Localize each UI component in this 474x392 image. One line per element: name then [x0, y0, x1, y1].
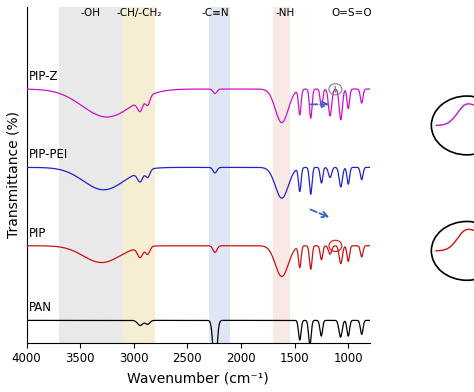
Text: PAN: PAN [28, 301, 52, 314]
Y-axis label: Transmittance (%): Transmittance (%) [7, 111, 21, 238]
Text: PIP: PIP [28, 227, 46, 240]
Text: PIP-Z: PIP-Z [28, 70, 58, 83]
Text: O=S=O: O=S=O [331, 9, 372, 18]
Bar [209, 7, 230, 343]
Bar [273, 7, 291, 343]
Text: -NH: -NH [275, 9, 295, 18]
Bar [59, 7, 123, 343]
Bar [123, 7, 155, 343]
Text: PIP-PEI: PIP-PEI [28, 149, 68, 162]
Text: -C≡N: -C≡N [201, 9, 229, 18]
Text: -CH/-CH₂: -CH/-CH₂ [117, 9, 162, 18]
X-axis label: Wavenumber (cm⁻¹): Wavenumber (cm⁻¹) [127, 371, 269, 385]
Text: -OH: -OH [81, 9, 101, 18]
